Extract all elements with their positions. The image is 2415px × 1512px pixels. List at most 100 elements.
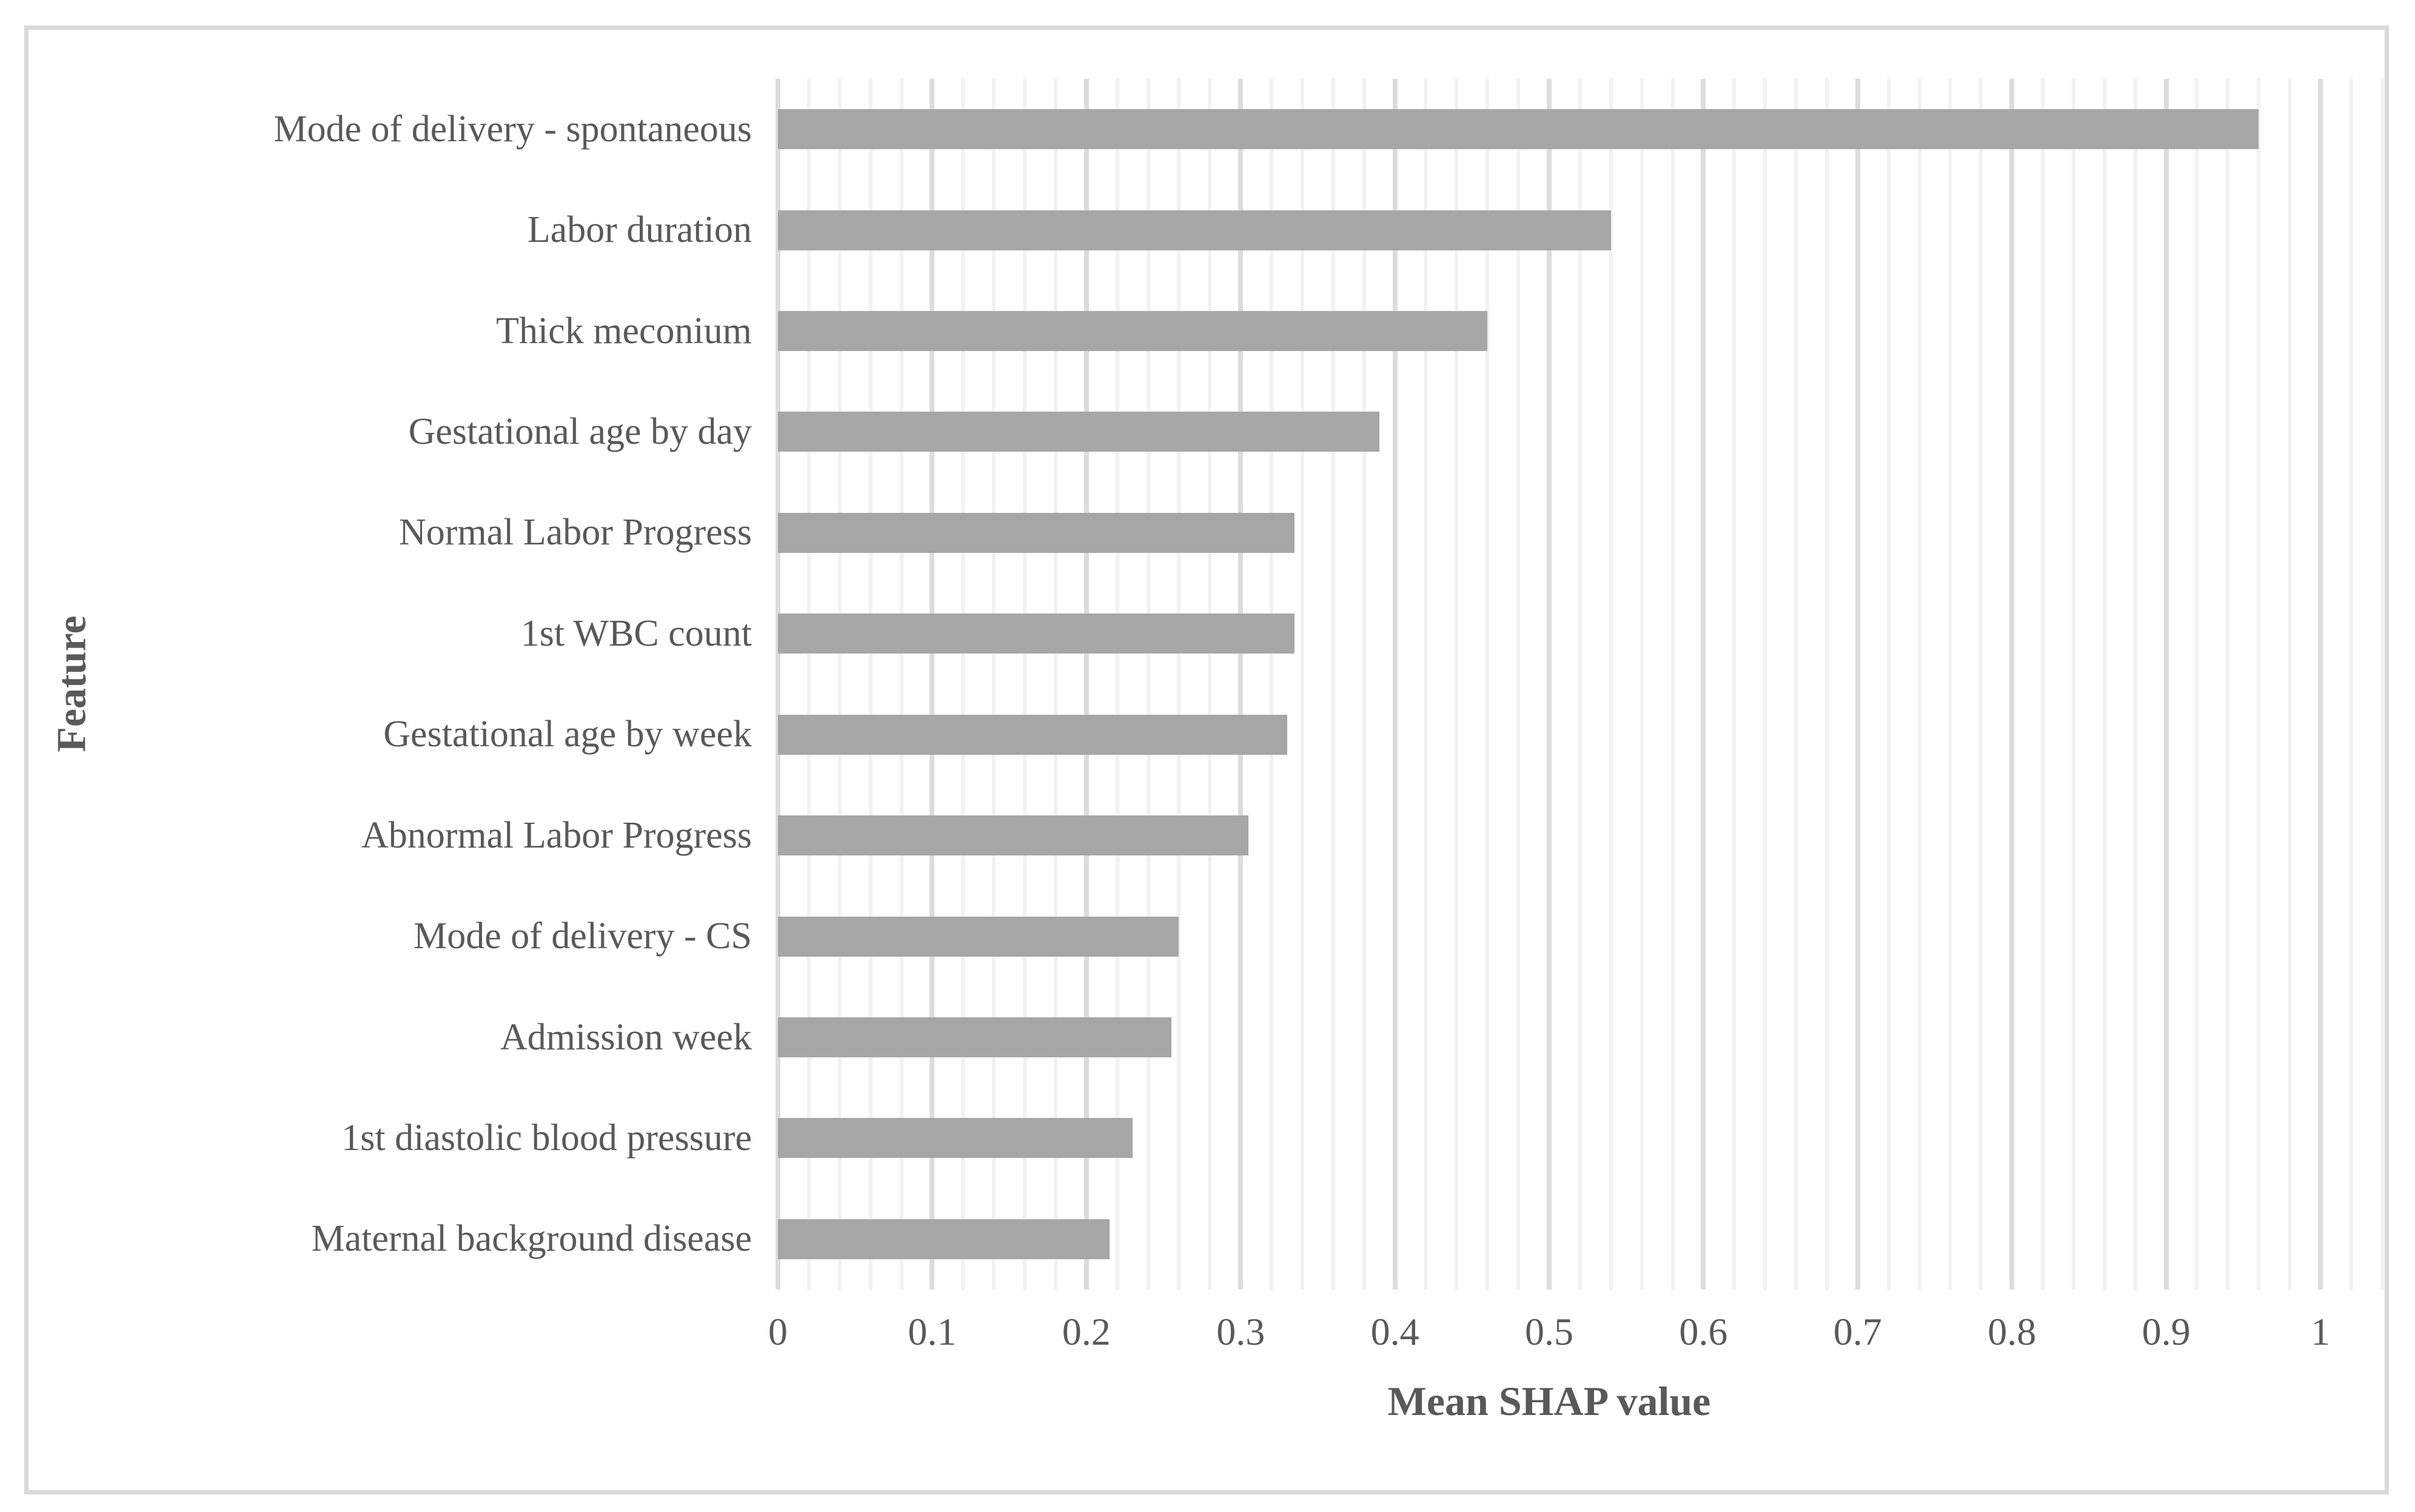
bar-8 xyxy=(778,916,1179,957)
minor-gridline xyxy=(1640,79,1644,1290)
bar-row xyxy=(778,583,2385,684)
minor-gridline xyxy=(1300,79,1304,1290)
minor-gridline xyxy=(2349,79,2353,1290)
minor-gridline xyxy=(2041,79,2045,1290)
x-tick-label: 0.9 xyxy=(2142,1310,2191,1353)
minor-gridline xyxy=(1455,79,1459,1290)
x-axis-tick-labels: 0 0.1 0.2 0.3 0.4 0.5 0.6 0.7 0.8 0.9 1 xyxy=(768,1310,2385,1364)
minor-gridline xyxy=(1331,79,1335,1290)
minor-gridline xyxy=(2102,79,2106,1290)
minor-gridline xyxy=(1578,79,1582,1290)
x-tick-label: 0.1 xyxy=(908,1310,957,1353)
minor-gridline xyxy=(1670,79,1675,1290)
bar-row xyxy=(778,785,2385,886)
bar-row xyxy=(778,483,2385,583)
x-tick-label: 0.7 xyxy=(1833,1310,1882,1353)
x-tick-label: 1 xyxy=(2311,1310,2330,1353)
minor-gridline xyxy=(1886,79,1891,1290)
minor-gridline xyxy=(1979,79,1983,1290)
category-label: Thick meconium xyxy=(496,310,752,352)
x-tick-label: 0.4 xyxy=(1370,1310,1419,1353)
category-axis-labels: Mode of delivery - spontaneous Labor dura… xyxy=(49,79,752,1290)
bar-7 xyxy=(778,815,1248,856)
category-label: Labor duration xyxy=(527,209,752,251)
major-gridline xyxy=(929,79,935,1290)
category-label: Mode of delivery - spontaneous xyxy=(273,108,752,150)
category-label: Normal Labor Progress xyxy=(399,512,752,554)
minor-gridline xyxy=(2195,79,2199,1290)
bar-6 xyxy=(778,714,1287,755)
bar-1 xyxy=(778,210,1611,250)
minor-gridline xyxy=(1177,79,1181,1290)
major-gridline xyxy=(2163,79,2169,1290)
minor-gridline xyxy=(1208,79,1212,1290)
x-tick-label: 0.8 xyxy=(1988,1310,2037,1353)
minor-gridline xyxy=(1424,79,1428,1290)
category-label: Gestational age by day xyxy=(408,410,752,452)
bar-row xyxy=(778,281,2385,381)
bar-11 xyxy=(778,1219,1110,1259)
minor-gridline xyxy=(1516,79,1521,1290)
minor-gridline xyxy=(961,79,965,1290)
plot-area xyxy=(775,79,2385,1290)
bar-10 xyxy=(778,1118,1133,1159)
major-gridline xyxy=(1855,79,1860,1290)
major-gridline xyxy=(1547,79,1552,1290)
category-label: 1st diastolic blood pressure xyxy=(341,1117,752,1159)
x-axis-title: Mean SHAP value xyxy=(1387,1378,1711,1424)
category-label: 1st WBC count xyxy=(520,612,752,654)
minor-gridline xyxy=(1763,79,1767,1290)
minor-gridline xyxy=(2380,79,2384,1290)
x-tick-label: 0.3 xyxy=(1216,1310,1265,1353)
bar-9 xyxy=(778,1017,1171,1057)
minor-gridline xyxy=(1053,79,1057,1290)
minor-gridline xyxy=(2288,79,2292,1290)
major-gridline xyxy=(1238,79,1244,1290)
minor-gridline xyxy=(1948,79,1952,1290)
y-axis-title: Feature xyxy=(48,615,95,752)
bar-row xyxy=(778,684,2385,785)
bar-row xyxy=(778,886,2385,986)
minor-gridline xyxy=(868,79,873,1290)
bar-row xyxy=(778,79,2385,179)
category-label: Maternal background disease xyxy=(311,1218,752,1260)
bar-row xyxy=(778,987,2385,1088)
minor-gridline xyxy=(1362,79,1366,1290)
major-gridline xyxy=(775,79,780,1290)
bar-2 xyxy=(778,311,1488,352)
minor-gridline xyxy=(899,79,903,1290)
major-gridline xyxy=(1392,79,1398,1290)
minor-gridline xyxy=(806,79,811,1290)
minor-gridline xyxy=(2257,79,2261,1290)
minor-gridline xyxy=(1146,79,1150,1290)
minor-gridline xyxy=(2133,79,2137,1290)
minor-gridline xyxy=(1115,79,1119,1290)
bar-row xyxy=(778,1088,2385,1188)
category-label: Gestational age by week xyxy=(383,714,752,755)
x-tick-label: 0 xyxy=(768,1310,788,1353)
minor-gridline xyxy=(1023,79,1027,1290)
minor-gridline xyxy=(1486,79,1490,1290)
bar-row xyxy=(778,179,2385,280)
bar-3 xyxy=(778,412,1380,452)
minor-gridline xyxy=(1732,79,1737,1290)
minor-gridline xyxy=(2226,79,2230,1290)
bar-row xyxy=(778,381,2385,482)
chart-outer-border xyxy=(24,25,2389,1494)
bars-layer xyxy=(778,79,2385,1290)
minor-gridline xyxy=(992,79,996,1290)
bar-row xyxy=(778,1189,2385,1290)
category-label: Mode of delivery - CS xyxy=(414,915,752,957)
minor-gridline xyxy=(1917,79,1921,1290)
minor-gridline xyxy=(837,79,842,1290)
x-tick-label: 0.6 xyxy=(1679,1310,1728,1353)
minor-gridline xyxy=(1609,79,1613,1290)
minor-gridline xyxy=(1794,79,1798,1290)
category-label: Admission week xyxy=(500,1016,752,1058)
major-gridline xyxy=(1701,79,1706,1290)
minor-gridline xyxy=(1824,79,1829,1290)
minor-gridline xyxy=(2071,79,2075,1290)
bar-4 xyxy=(778,512,1295,553)
major-gridline xyxy=(2318,79,2323,1290)
